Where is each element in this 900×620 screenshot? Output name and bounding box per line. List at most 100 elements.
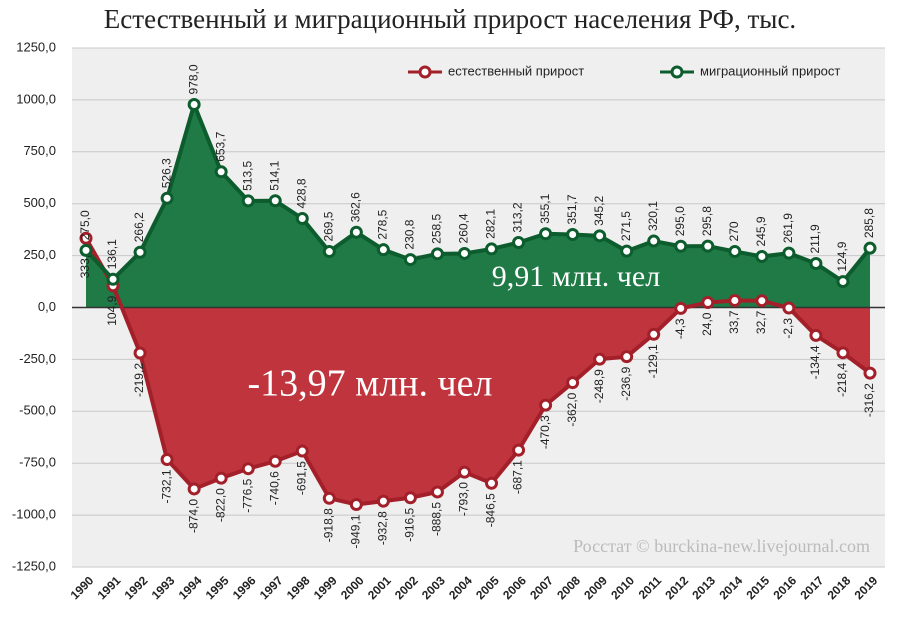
value-label: 245,9 [754, 216, 768, 246]
point [836, 346, 850, 360]
point [430, 485, 444, 499]
point [674, 239, 688, 253]
point [214, 165, 228, 179]
y-tick-label: 250,0 [23, 247, 56, 262]
value-label: 261,9 [781, 213, 795, 243]
value-label: -248,9 [592, 369, 606, 403]
point [809, 328, 823, 342]
chart-title: Естественный и миграционный прирост насе… [104, 4, 796, 34]
point [295, 211, 309, 225]
value-label: -776,5 [240, 478, 254, 512]
legend-item: естественный прирост [408, 63, 584, 79]
point [457, 246, 471, 260]
y-tick-label: -250,0 [19, 351, 56, 366]
point [485, 242, 499, 256]
value-label: 258,5 [430, 213, 444, 243]
y-tick-label: -750,0 [19, 455, 56, 470]
value-label: -236,9 [619, 366, 633, 400]
value-label: 211,9 [808, 224, 822, 253]
point [755, 249, 769, 263]
point [593, 352, 607, 366]
point [160, 191, 174, 205]
value-label: 270 [727, 221, 741, 241]
point [593, 229, 607, 243]
value-label: -219,2 [132, 363, 146, 397]
value-label: -918,8 [321, 508, 335, 542]
value-label: 266,2 [132, 212, 146, 242]
y-tick-label: 1250,0 [16, 39, 56, 54]
value-label: 351,7 [565, 194, 579, 224]
value-label: 526,3 [159, 158, 173, 188]
point [647, 234, 661, 248]
y-tick-label: 0,0 [38, 299, 56, 314]
point [647, 327, 661, 341]
value-label: 269,5 [321, 211, 335, 241]
value-label: 355,1 [538, 193, 552, 223]
value-label: 24,0 [700, 312, 714, 336]
value-label: -470,3 [538, 415, 552, 449]
value-label: 278,5 [376, 209, 390, 239]
value-label: 313,2 [511, 202, 525, 232]
point [187, 482, 201, 496]
point [430, 247, 444, 261]
value-label: 260,4 [457, 213, 471, 243]
value-label: 514,1 [267, 160, 281, 190]
point [485, 476, 499, 490]
point [403, 491, 417, 505]
legend-marker [418, 65, 432, 79]
point [728, 244, 742, 258]
value-label: -687,1 [511, 460, 525, 494]
value-label: -316,2 [862, 383, 876, 417]
value-label: 362,6 [349, 192, 363, 222]
value-label: -691,5 [294, 461, 308, 495]
value-label: -916,5 [403, 507, 417, 541]
point [268, 454, 282, 468]
value-label: -218,4 [835, 363, 849, 397]
point [187, 97, 201, 111]
value-label: -362,0 [565, 392, 579, 426]
value-label: 285,8 [862, 208, 876, 238]
value-label: -793,0 [457, 482, 471, 516]
value-label: -732,1 [159, 469, 173, 503]
value-label: -129,1 [646, 344, 660, 378]
point [512, 443, 526, 457]
value-label: 230,8 [403, 219, 417, 249]
value-label: 32,7 [754, 310, 768, 334]
point [566, 376, 580, 390]
point [512, 235, 526, 249]
point [863, 366, 877, 380]
value-label: 428,8 [294, 178, 308, 208]
value-label: 124,9 [835, 241, 849, 271]
point [241, 462, 255, 476]
value-label: 282,1 [484, 209, 498, 239]
point [755, 294, 769, 308]
y-tick-label: 750,0 [23, 143, 56, 158]
value-label: 513,5 [240, 161, 254, 191]
point [539, 227, 553, 241]
value-label: 33,7 [727, 310, 741, 334]
point [620, 350, 634, 364]
point [836, 275, 850, 289]
point [403, 253, 417, 267]
value-label: 653,7 [213, 131, 227, 161]
point [620, 244, 634, 258]
point [782, 301, 796, 315]
point [349, 498, 363, 512]
point [79, 231, 93, 245]
point [160, 452, 174, 466]
point [376, 243, 390, 257]
point [106, 272, 120, 286]
point [674, 301, 688, 315]
y-tick-label: -1000,0 [12, 507, 56, 522]
point [728, 294, 742, 308]
y-tick-label: -1250,0 [12, 558, 56, 573]
value-label: 136,1 [105, 239, 119, 269]
point [295, 444, 309, 458]
point [566, 227, 580, 241]
value-label: -932,8 [376, 511, 390, 545]
value-label: -888,5 [430, 502, 444, 536]
point [863, 241, 877, 255]
value-label: 295,0 [673, 206, 687, 236]
point [322, 491, 336, 505]
